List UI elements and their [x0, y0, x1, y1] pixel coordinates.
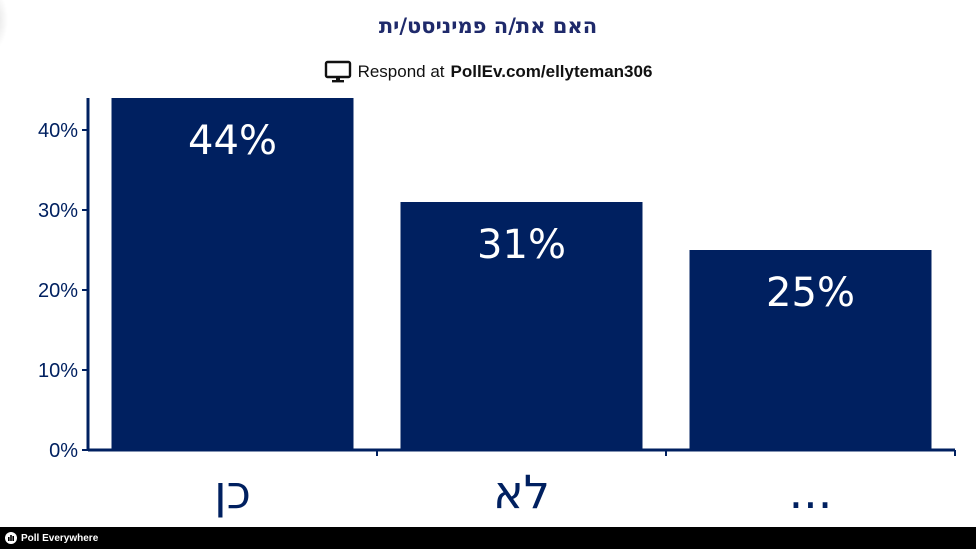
- x-category-label: לא: [493, 465, 550, 519]
- corner-shadow: [0, 0, 8, 50]
- bar: [689, 250, 932, 450]
- bar-value-label: 31%: [477, 222, 566, 268]
- x-category-label: ...: [789, 465, 833, 519]
- respond-prefix: Respond at: [357, 62, 445, 81]
- bar-chart: 0% 10% 20% 30% 40% 44% 31% 25% כן לא...: [38, 98, 956, 519]
- respond-url[interactable]: PollEv.com/ellyteman306: [450, 62, 653, 81]
- poll-question-title: האם את/ה פמיניסט/ית: [378, 14, 598, 38]
- bar-value-label: 25%: [766, 270, 855, 316]
- footer-brand: Poll Everywhere: [21, 532, 99, 544]
- y-tick-label: 0%: [49, 440, 78, 462]
- y-tick-label: 10%: [38, 360, 78, 382]
- bar-value-label: 44%: [188, 118, 277, 164]
- monitor-icon: [324, 60, 351, 83]
- x-axis: כן לא...: [88, 448, 956, 519]
- y-axis: 0% 10% 20% 30% 40%: [38, 98, 90, 462]
- poll-everywhere-logo-icon: [5, 532, 17, 544]
- x-category-label: כן: [214, 465, 251, 519]
- y-tick-label: 40%: [38, 120, 78, 142]
- bar: [400, 202, 643, 450]
- respond-instructions: Respond at PollEv.com/ellyteman306: [0, 60, 976, 84]
- y-tick-label: 30%: [38, 200, 78, 222]
- bars: 44% 31% 25%: [111, 98, 932, 450]
- footer-bar: Poll Everywhere: [0, 527, 976, 549]
- y-tick-label: 20%: [38, 280, 78, 302]
- bar: [111, 98, 354, 450]
